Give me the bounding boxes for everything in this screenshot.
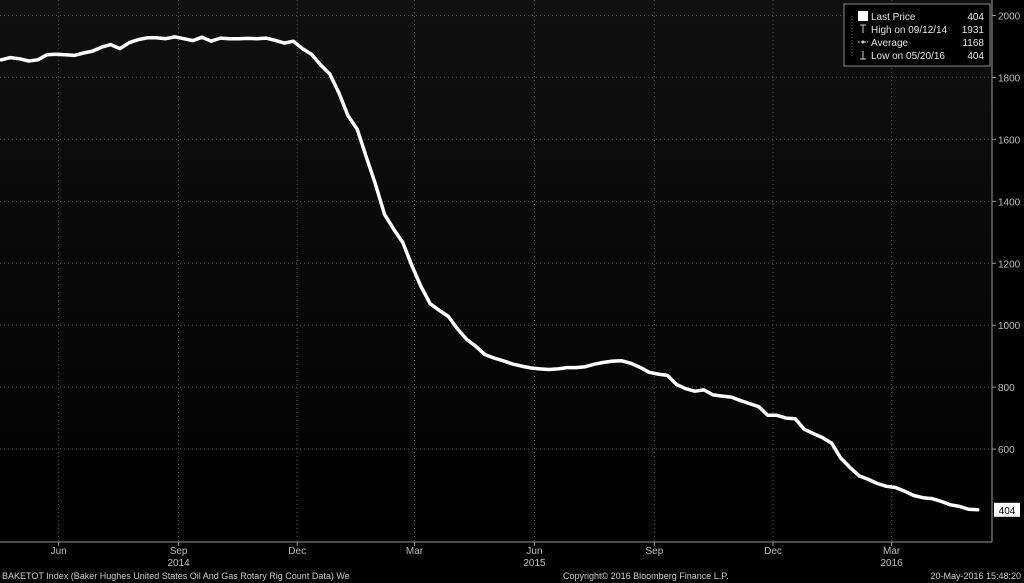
y-tick-label: 600 xyxy=(998,445,1015,456)
grid xyxy=(0,0,992,542)
last-value-box xyxy=(994,502,1020,517)
average-marker-icon xyxy=(858,40,868,44)
legend: Last Price 404 High on 09/12/14 1931 Average… xyxy=(843,3,991,67)
legend-label: High on 09/12/14 xyxy=(871,25,948,36)
legend-label: Low on 05/20/16 xyxy=(871,51,945,62)
legend-value: 404 xyxy=(967,12,984,23)
x-year-label: 2014 xyxy=(167,558,190,569)
square-icon xyxy=(858,11,868,21)
plot-background xyxy=(0,0,992,542)
x-tick-label: Mar xyxy=(406,546,424,557)
last-value-marker: 404 xyxy=(994,502,1020,517)
x-year-label: 2015 xyxy=(523,558,546,569)
y-tick-label: 1400 xyxy=(998,197,1021,208)
footer-timestamp: 20-May-2016 15:48:20 xyxy=(930,571,1021,581)
legend-label: Last Price xyxy=(871,12,916,23)
legend-value: 1168 xyxy=(962,38,984,49)
x-tick-label: Dec xyxy=(288,546,306,557)
y-tick-label: 1600 xyxy=(998,135,1021,146)
x-tick-label: Jun xyxy=(526,546,542,557)
series-line xyxy=(0,35,980,512)
legend-label: Average xyxy=(871,38,909,49)
legend-box xyxy=(843,3,991,67)
x-tick-label: Jun xyxy=(51,546,67,557)
x-year-label: 2016 xyxy=(881,558,904,569)
y-tick-label: 800 xyxy=(998,383,1015,394)
x-tick-label: Sep xyxy=(170,546,188,557)
x-axis-ticks: Jun Sep Dec Mar Jun Sep Dec Mar 2014 2015 2016 xyxy=(51,542,904,569)
low-marker-icon xyxy=(860,51,866,60)
y-tick-label: 2000 xyxy=(998,11,1021,22)
legend-value: 1931 xyxy=(962,25,985,36)
x-tick-label: Sep xyxy=(645,546,663,557)
y-tick-label: 1800 xyxy=(998,73,1021,84)
footer-ticker: BAKETOT Index (Baker Hughes United State… xyxy=(2,571,350,581)
average-marker-dot xyxy=(861,40,865,44)
high-marker-icon xyxy=(860,24,866,33)
series-group xyxy=(0,35,980,512)
x-tick-label: Mar xyxy=(883,546,901,557)
y-tick-label: 1200 xyxy=(998,259,1021,270)
legend-value: 404 xyxy=(967,51,984,62)
y-axis-ticks: 600 800 1000 1200 1400 1600 1800 2000 xyxy=(992,11,1021,456)
y-tick-label: 1000 xyxy=(998,321,1021,332)
x-tick-label: Dec xyxy=(764,546,782,557)
last-value-label: 404 xyxy=(999,506,1016,517)
footer-copyright: Copyright© 2016 Bloomberg Finance L.P. xyxy=(563,571,729,581)
